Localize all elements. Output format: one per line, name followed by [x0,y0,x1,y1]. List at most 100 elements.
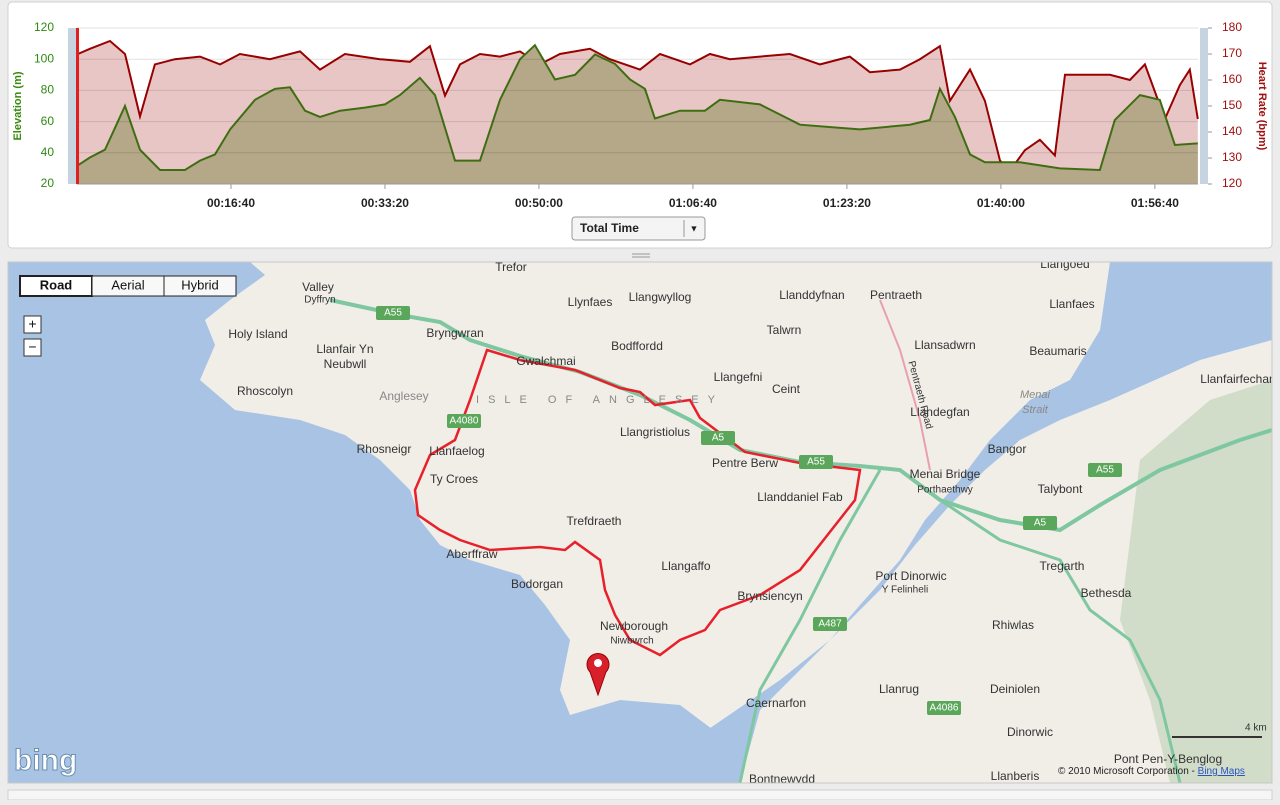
place-label: Pentre Berw [712,456,778,470]
place-label: Rhoscolyn [237,384,293,398]
map-type-label[interactable]: Road [40,277,73,292]
place-label: Y Felinheli [882,585,929,596]
map-type-label[interactable]: Hybrid [181,277,219,292]
sea [8,262,720,783]
road-shield [799,455,833,469]
position-cursor [76,28,79,184]
place-label: Pont Pen-Y-Benglog [1114,752,1222,766]
place-label: Talwrn [767,323,802,337]
left-axis-strip [68,28,76,184]
zoom-button[interactable] [23,315,42,334]
road-shield [447,414,481,428]
zoom-label[interactable]: − [28,339,36,355]
y-tick-label: 120 [34,20,54,34]
y2-tick-label: 140 [1222,124,1242,138]
place-label: Trefdraeth [567,514,622,528]
y-tick-label: 80 [41,83,55,97]
x-tick-label: 01:40:00 [977,196,1025,210]
place-label: Neubwll [324,357,367,371]
y2-tick-label: 180 [1222,20,1242,34]
place-label: Llangristiolus [620,425,690,439]
y2-tick-label: 150 [1222,98,1242,112]
road-shield-label: A5 [712,433,725,444]
place-label: Brynsiencyn [737,589,802,603]
road-shield [701,431,735,445]
y2-tick-label: 170 [1222,46,1242,60]
map-type-button[interactable] [163,275,237,297]
road-shield [813,617,847,631]
place-label: ISLE OF ANGLESEY [476,394,724,406]
dropdown[interactable] [571,216,706,241]
zoom-button[interactable] [23,338,42,357]
place-label: Llangoed [1040,257,1089,271]
place-label: Bryngwran [426,326,483,340]
place-label: Rhiwlas [992,618,1034,632]
place-label: Menai Bridge [910,467,981,481]
place-label: Tregarth [1040,559,1085,573]
splitter-grip[interactable] [632,253,650,258]
bing-logo: bing [14,744,77,777]
zoom-label[interactable]: + [28,316,36,332]
right-axis-strip [1200,28,1208,184]
x-tick-label: 00:50:00 [515,196,563,210]
place-label: Ty Croes [430,472,478,486]
map-type-buttons[interactable]: Road Aerial Hybrid + − [19,275,237,357]
road-shield-label: A55 [384,308,402,319]
place-label: Llangaffo [661,559,710,573]
a5-road [939,498,1182,783]
road-shield-label: A487 [818,619,842,630]
place-label: Llanfaes [1049,297,1094,311]
x-tick-label: 01:23:20 [823,196,871,210]
location-pin[interactable] [586,653,610,697]
place-label: Porthaethwy [917,485,973,496]
place-label: Llanfaelog [429,444,484,458]
y-tick-label: 20 [41,176,55,190]
y-axis-title: Elevation (m) [12,71,24,140]
copyright-link[interactable]: Bing Maps [1198,766,1245,777]
place-label: Llandegfan [910,405,969,419]
road-shield-label: A4080 [450,416,479,427]
place-label: Gwalchmai [516,354,575,368]
scale-label: 4 km [1245,723,1267,734]
place-label: Bangor [988,442,1027,456]
place-label: Bethesda [1081,586,1132,600]
place-label: Newborough [600,619,668,633]
copyright: © 2010 Microsoft Corporation - Bing Maps [1058,766,1245,777]
map-type-label[interactable]: Aerial [111,277,144,292]
chart: 20 40 60 80 100 120 120 130 140 150 160 170 180 00:16… [34,20,1242,210]
place-label: Dinorwic [1007,725,1053,739]
x-axis-selector[interactable]: Total Time ▼ [571,216,706,241]
y2-tick-label: 120 [1222,176,1242,190]
place-label: Llanddaniel Fab [757,490,843,504]
copyright-text: © 2010 Microsoft Corporation - [1058,766,1198,777]
place-label: Anglesey [379,389,428,403]
pin-dot [594,659,602,667]
place-label: Llanddyfnan [779,288,844,302]
place-label: Llanberis [991,769,1040,783]
y2-tick-label: 130 [1222,150,1242,164]
road-shield-label: A4086 [930,703,959,714]
place-label: Bodffordd [611,339,663,353]
road-shield-label: A55 [1096,465,1114,476]
place-label: Talybont [1038,482,1083,496]
road-shield-label: A55 [807,457,825,468]
place-label: Pentraeth [870,288,922,302]
place-label: Strait [1022,404,1049,416]
dropdown-arrow[interactable]: ▼ [690,223,699,233]
dropdown-label[interactable]: Total Time [580,221,639,235]
place-label: Bontnewydd [749,772,815,786]
place-label: Llangefni [714,370,763,384]
road-shield-label: A5 [1034,518,1047,529]
place-label: Llangwyllog [629,290,692,304]
place-label: Rhosneigr [357,442,412,456]
route [413,348,862,657]
place-label: Bodorgan [511,577,563,591]
y2-axis-title: Heart Rate (bpm) [1256,62,1268,151]
place-label: Caernarfon [746,696,806,710]
place-label: Trefor [495,260,527,274]
line [77,39,1199,173]
